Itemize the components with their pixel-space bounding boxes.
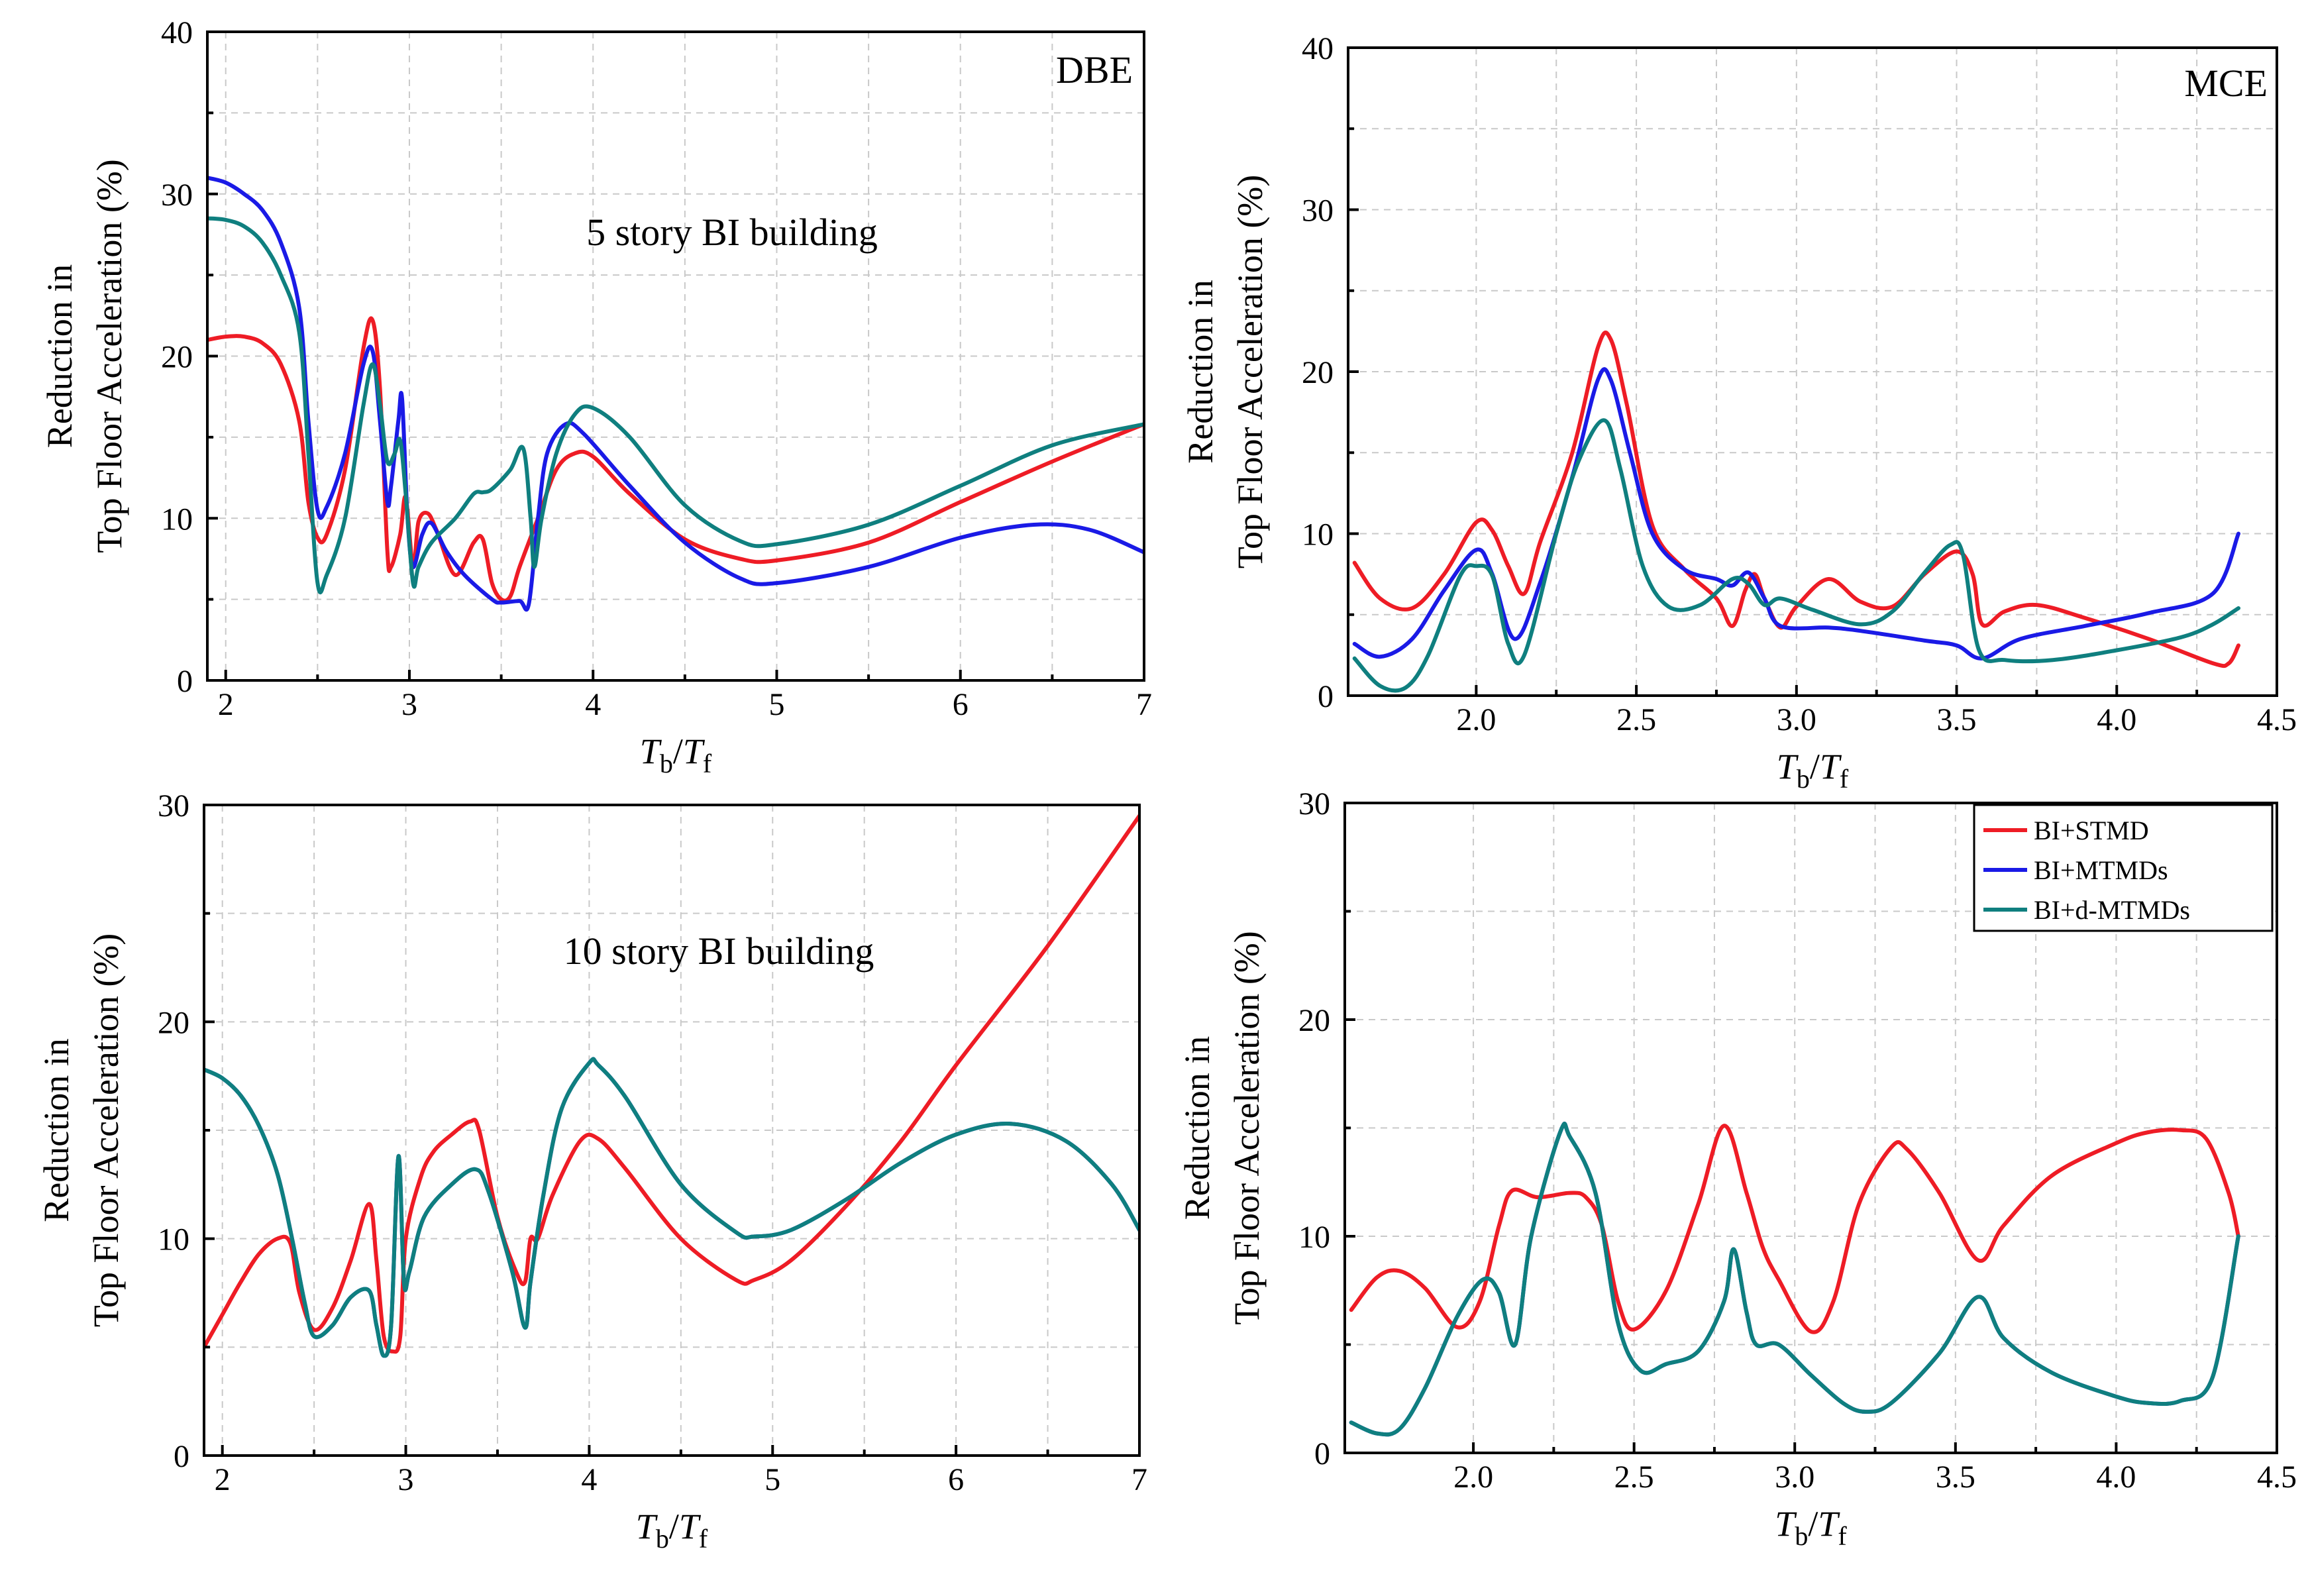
x-tick-label: 2.0 (1456, 702, 1496, 737)
legend: BI+STMD BI+MTMDs BI+d-MTMDs (1973, 804, 2274, 932)
x-tick-label: 6 (948, 1462, 964, 1497)
x-tick-label: 5 (768, 687, 784, 722)
x-tick-label: 5 (764, 1462, 780, 1497)
x-tick-label: 7 (1131, 1462, 1147, 1497)
y-tick-label: 30 (161, 178, 193, 213)
x-tick-label: 3.5 (1936, 1460, 1975, 1495)
x-tick-label: 2.5 (1616, 702, 1656, 737)
y-tick-label: 30 (1298, 786, 1330, 822)
x-axis-title: Tb/Tf (1775, 1504, 1847, 1551)
y-tick-label: 10 (1302, 517, 1334, 553)
y-axis-title-line-1: Reduction in (36, 1038, 76, 1222)
panel-annotation: 5 story BI building (586, 211, 878, 254)
series-line-bi-d-mtmds (1352, 418, 2240, 693)
y-axis-title-line-2: Top Floor Acceleration (%) (1230, 175, 1270, 569)
legend-label: BI+d-MTMDs (2034, 895, 2190, 925)
x-tick-label: 3.5 (1937, 702, 1977, 737)
series-line-bi-stmd (1349, 1124, 2240, 1334)
series-line-bi-mtmds (207, 176, 1144, 612)
x-tick-label: 2 (218, 687, 234, 722)
x-tick-label: 2 (215, 1462, 231, 1497)
y-axis-title-line-1: Reduction in (40, 264, 79, 448)
legend-label: BI+MTMDs (2034, 855, 2168, 885)
x-tick-label: 4.0 (2097, 702, 2136, 737)
series-line-bi-d-mtmds (1349, 1122, 2240, 1437)
y-tick-label: 20 (161, 340, 193, 375)
y-axis-title-line-1: Reduction in (1177, 1036, 1217, 1220)
y-tick-label: 20 (1302, 355, 1334, 390)
y-tick-label: 0 (1318, 679, 1334, 714)
x-tick-label: 4.5 (2257, 702, 2297, 737)
chart-panel-2: 2.0 2.5 3.0 3.5 4.0 4.5 0 10 20 30 40 Tb/Tf Reductio… (1181, 31, 2297, 794)
x-tick-label: 3.0 (1777, 702, 1816, 737)
chart-panel-1: 2 3 4 5 6 7 0 10 20 30 40 Tb/Tf Reduction in Top Floo… (40, 15, 1152, 778)
y-tick-label: 10 (161, 502, 193, 537)
x-axis-title: Tb/Tf (636, 1507, 708, 1554)
y-tick-label: 40 (161, 15, 193, 50)
series-line-bi-mtmds (204, 1057, 1139, 1358)
x-tick-label: 3 (401, 687, 417, 722)
panel-annotation: MCE (2184, 62, 2268, 105)
series-line-bi-d-mtmds (204, 1057, 1139, 1358)
panel-annotation: DBE (1056, 48, 1133, 91)
series-line-bi-d-mtmds (207, 216, 1144, 595)
series-group (1352, 331, 2240, 693)
y-tick-label: 20 (1298, 1003, 1330, 1038)
series-group (207, 176, 1144, 612)
series-line-bi-stmd (1352, 331, 2240, 668)
y-axis-title-line-2: Top Floor Acceleration (%) (1227, 931, 1267, 1325)
x-axis-title: Tb/Tf (640, 731, 712, 778)
y-tick-label: 30 (158, 788, 189, 824)
x-tick-label: 4 (581, 1462, 597, 1497)
legend-label: BI+STMD (2034, 816, 2149, 845)
series-line-bi-stmd (204, 814, 1139, 1354)
y-tick-label: 0 (174, 1439, 189, 1474)
series-group (204, 814, 1139, 1358)
x-tick-label: 3.0 (1775, 1460, 1814, 1495)
y-tick-label: 40 (1302, 31, 1334, 66)
x-tick-label: 3 (398, 1462, 414, 1497)
x-tick-label: 4.0 (2096, 1460, 2136, 1495)
y-tick-label: 10 (158, 1222, 189, 1257)
chart-panel-3: 2 3 4 5 6 7 0 10 20 30 Tb/Tf Reduction in Top Floor … (36, 788, 1147, 1554)
x-tick-label: 2.5 (1614, 1460, 1654, 1495)
y-tick-label: 30 (1302, 193, 1334, 229)
y-tick-label: 0 (177, 664, 193, 699)
y-tick-label: 0 (1314, 1436, 1330, 1471)
x-tick-label: 2.0 (1453, 1460, 1493, 1495)
x-tick-label: 4 (585, 687, 601, 722)
series-line-bi-stmd (207, 316, 1144, 603)
x-tick-label: 7 (1136, 687, 1152, 722)
y-axis-title-line-2: Top Floor Acceleration (%) (89, 159, 129, 553)
x-tick-label: 4.5 (2257, 1460, 2297, 1495)
chart-panel-4: 2.0 2.5 3.0 3.5 4.0 4.5 0 10 20 30 Tb/Tf Reduction … (1177, 786, 2297, 1551)
series-group (1349, 1122, 2240, 1437)
y-tick-label: 10 (1298, 1220, 1330, 1255)
panel-annotation: 10 story BI building (564, 930, 874, 973)
y-tick-label: 20 (158, 1005, 189, 1040)
x-axis-title: Tb/Tf (1777, 747, 1849, 794)
y-axis-title-line-2: Top Floor Acceleration (%) (86, 933, 126, 1328)
x-tick-label: 6 (953, 687, 969, 722)
y-axis-title-line-1: Reduction in (1181, 280, 1220, 463)
